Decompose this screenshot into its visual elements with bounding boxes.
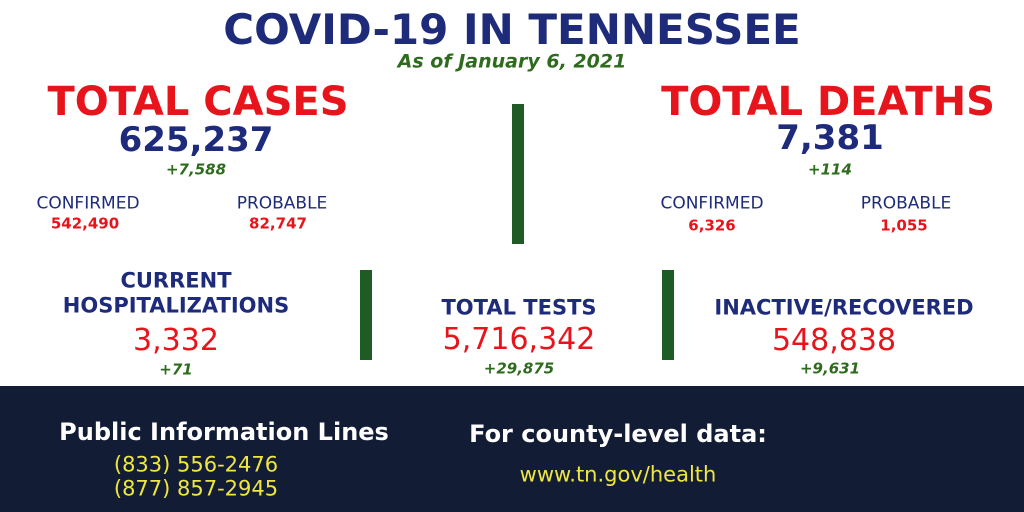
- hosp-value: 3,332: [133, 323, 219, 358]
- deaths-confirmed-value: 6,326: [688, 216, 736, 235]
- deaths-value: 7,381: [776, 118, 884, 158]
- deaths-confirmed-label: CONFIRMED: [660, 193, 764, 214]
- hosp-change: +71: [159, 360, 193, 379]
- deaths-change: +114: [808, 160, 852, 179]
- tests-change: +29,875: [483, 359, 555, 378]
- divider: [512, 104, 524, 244]
- county-title: For county-level data:: [469, 420, 767, 448]
- recovered-value: 548,838: [771, 323, 897, 358]
- deaths-label: TOTAL DEATHS: [661, 79, 995, 125]
- cases-probable-value: 82,747: [249, 214, 307, 233]
- divider: [360, 270, 372, 360]
- hosp-label: HOSPITALIZATIONS: [62, 293, 290, 318]
- cases-confirmed-value: 542,490: [50, 214, 120, 233]
- cases-probable-label: PROBABLE: [236, 193, 328, 214]
- hosp-label: CURRENT: [120, 268, 232, 293]
- phone: (877) 857-2945: [113, 476, 279, 501]
- cases-label: TOTAL CASES: [47, 79, 349, 125]
- tests-label: TOTAL TESTS: [441, 295, 597, 320]
- cases-change: +7,588: [165, 160, 227, 179]
- deaths-probable-label: PROBABLE: [860, 193, 952, 214]
- phone: (833) 556-2476: [113, 452, 279, 477]
- url: www.tn.gov/health: [519, 462, 717, 487]
- tests-value: 5,716,342: [442, 322, 596, 357]
- info-title: Public Information Lines: [59, 418, 389, 446]
- cases-confirmed-label: CONFIRMED: [36, 193, 140, 214]
- footer: [0, 386, 1024, 512]
- title: COVID-19 IN TENNESSEE: [223, 5, 801, 54]
- recovered-change: +9,631: [799, 359, 861, 378]
- recovered-label: INACTIVE/RECOVERED: [714, 295, 974, 320]
- cases-value: 625,237: [118, 120, 274, 160]
- divider: [662, 270, 674, 360]
- subtitle: As of January 6, 2021: [397, 50, 627, 73]
- deaths-probable-value: 1,055: [880, 216, 928, 235]
